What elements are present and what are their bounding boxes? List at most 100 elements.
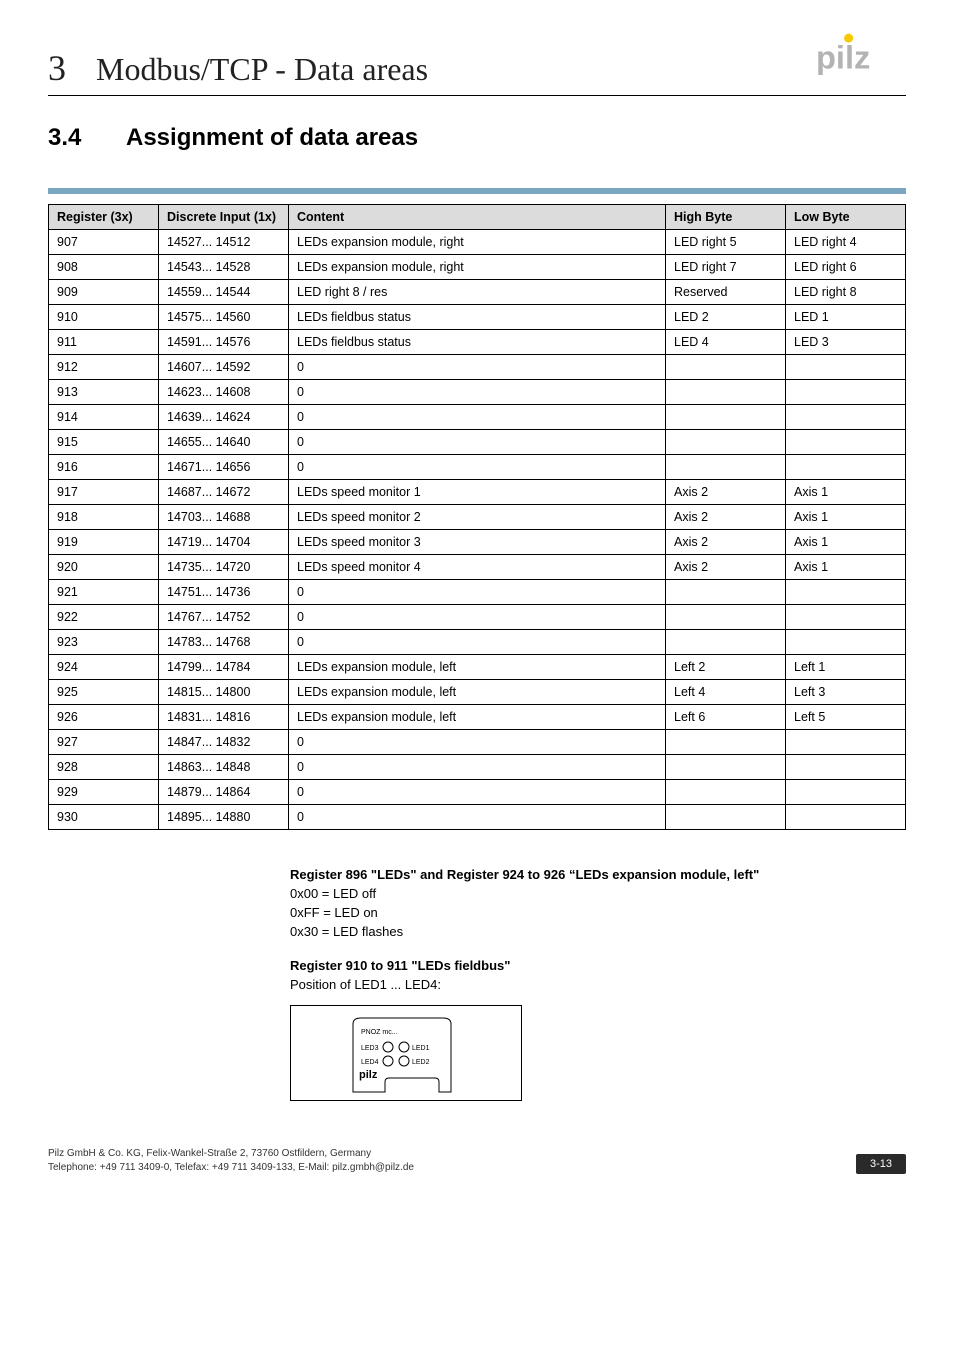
table-cell bbox=[786, 780, 906, 805]
table-cell: 0 bbox=[289, 430, 666, 455]
notes-para1-line2: 0xFF = LED on bbox=[290, 904, 906, 923]
table-cell: Axis 2 bbox=[666, 480, 786, 505]
table-cell: LEDs expansion module, right bbox=[289, 230, 666, 255]
table-cell bbox=[666, 430, 786, 455]
table-cell: 14591... 14576 bbox=[159, 330, 289, 355]
table-cell bbox=[666, 730, 786, 755]
diagram-led4-label: LED4 bbox=[361, 1059, 379, 1066]
table-cell: LEDs speed monitor 1 bbox=[289, 480, 666, 505]
table-cell: 922 bbox=[49, 605, 159, 630]
table-cell bbox=[786, 355, 906, 380]
table-cell: LED 4 bbox=[666, 330, 786, 355]
table-cell bbox=[666, 605, 786, 630]
table-cell: Left 3 bbox=[786, 680, 906, 705]
table-cell bbox=[666, 380, 786, 405]
table-cell: 915 bbox=[49, 430, 159, 455]
table-cell: 14719... 14704 bbox=[159, 530, 289, 555]
table-cell: 928 bbox=[49, 755, 159, 780]
table-cell: 924 bbox=[49, 655, 159, 680]
table-cell bbox=[666, 405, 786, 430]
table-cell: 0 bbox=[289, 580, 666, 605]
table-cell bbox=[786, 405, 906, 430]
diagram-led1-label: LED1 bbox=[412, 1045, 430, 1052]
table-row: 90814543... 14528LEDs expansion module, … bbox=[49, 255, 906, 280]
table-row: 90714527... 14512LEDs expansion module, … bbox=[49, 230, 906, 255]
table-row: 92814863... 148480 bbox=[49, 755, 906, 780]
table-cell: Axis 2 bbox=[666, 505, 786, 530]
table-cell: 930 bbox=[49, 805, 159, 830]
table-cell: LEDs speed monitor 2 bbox=[289, 505, 666, 530]
table-cell bbox=[786, 430, 906, 455]
table-cell: 14527... 14512 bbox=[159, 230, 289, 255]
table-cell: 14799... 14784 bbox=[159, 655, 289, 680]
table-cell: 14751... 14736 bbox=[159, 580, 289, 605]
table-row: 92014735... 14720LEDs speed monitor 4 Axi… bbox=[49, 555, 906, 580]
table-cell: LED 1 bbox=[786, 305, 906, 330]
table-row: 91614671... 146560 bbox=[49, 455, 906, 480]
table-cell: 14863... 14848 bbox=[159, 755, 289, 780]
table-cell: LEDs speed monitor 4 bbox=[289, 555, 666, 580]
table-cell bbox=[786, 755, 906, 780]
diagram-led2-label: LED2 bbox=[412, 1059, 430, 1066]
table-cell bbox=[666, 805, 786, 830]
table-cell: 14575... 14560 bbox=[159, 305, 289, 330]
table-cell: LED right 7 bbox=[666, 255, 786, 280]
notes-block: Register 896 "LEDs" and Register 924 to … bbox=[290, 866, 906, 1101]
table-cell bbox=[786, 455, 906, 480]
diagram-brand-text: pilz bbox=[359, 1069, 378, 1081]
table-cell: 14671... 14656 bbox=[159, 455, 289, 480]
table-row: 91914719... 14704LEDs speed monitor 3Axi… bbox=[49, 530, 906, 555]
table-cell: 14783... 14768 bbox=[159, 630, 289, 655]
table-cell bbox=[786, 730, 906, 755]
table-row: 92614831... 14816LEDs expansion module, … bbox=[49, 705, 906, 730]
table-cell: 909 bbox=[49, 280, 159, 305]
table-cell: 14847... 14832 bbox=[159, 730, 289, 755]
chapter-number: 3 bbox=[48, 47, 66, 89]
table-row: 90914559... 14544LED right 8 / resReserv… bbox=[49, 280, 906, 305]
table-cell: 916 bbox=[49, 455, 159, 480]
page-header: 3 Modbus/TCP - Data areas pilz bbox=[48, 30, 906, 89]
table-row: 91114591... 14576LEDs fieldbus statusLED… bbox=[49, 330, 906, 355]
col-header-lowbyte: Low Byte bbox=[786, 205, 906, 230]
table-row: 91014575... 14560LEDs fieldbus statusLED… bbox=[49, 305, 906, 330]
table-row: 91714687... 14672LEDs speed monitor 1Axi… bbox=[49, 480, 906, 505]
table-cell: 14879... 14864 bbox=[159, 780, 289, 805]
diagram-device-label: PNOZ mc... bbox=[361, 1029, 398, 1036]
table-cell: Left 6 bbox=[666, 705, 786, 730]
table-cell: 920 bbox=[49, 555, 159, 580]
table-row: 92214767... 147520 bbox=[49, 605, 906, 630]
table-cell: LED 3 bbox=[786, 330, 906, 355]
table-cell: 14767... 14752 bbox=[159, 605, 289, 630]
table-cell: Left 5 bbox=[786, 705, 906, 730]
table-cell: LEDs expansion module, right bbox=[289, 255, 666, 280]
table-cell: 910 bbox=[49, 305, 159, 330]
table-cell: 926 bbox=[49, 705, 159, 730]
table-cell: 14623... 14608 bbox=[159, 380, 289, 405]
table-row: 92914879... 148640 bbox=[49, 780, 906, 805]
table-cell: 907 bbox=[49, 230, 159, 255]
table-cell bbox=[786, 580, 906, 605]
led-position-diagram: PNOZ mc... LED3 LED1 LED4 LED2 pilz bbox=[290, 1005, 522, 1101]
data-table: Register (3x) Discrete Input (1x) Conten… bbox=[48, 204, 906, 830]
table-cell: 0 bbox=[289, 355, 666, 380]
table-row: 91414639... 146240 bbox=[49, 405, 906, 430]
table-cell: Axis 2 bbox=[666, 530, 786, 555]
table-cell: 0 bbox=[289, 605, 666, 630]
table-cell bbox=[666, 755, 786, 780]
svg-text:pilz: pilz bbox=[816, 39, 870, 76]
table-cell: 918 bbox=[49, 505, 159, 530]
table-row: 92414799... 14784LEDs expansion module, … bbox=[49, 655, 906, 680]
table-cell: 14655... 14640 bbox=[159, 430, 289, 455]
table-cell: Axis 1 bbox=[786, 555, 906, 580]
table-cell: 0 bbox=[289, 455, 666, 480]
table-header-row: Register (3x) Discrete Input (1x) Conten… bbox=[49, 205, 906, 230]
table-cell: 0 bbox=[289, 755, 666, 780]
notes-para2-title: Register 910 to 911 "LEDs fieldbus" bbox=[290, 957, 906, 976]
table-cell: 919 bbox=[49, 530, 159, 555]
table-cell: 925 bbox=[49, 680, 159, 705]
table-cell: 14895... 14880 bbox=[159, 805, 289, 830]
table-cell: 14735... 14720 bbox=[159, 555, 289, 580]
table-cell: Axis 1 bbox=[786, 530, 906, 555]
table-cell: 0 bbox=[289, 780, 666, 805]
table-cell: LED right 8 / res bbox=[289, 280, 666, 305]
